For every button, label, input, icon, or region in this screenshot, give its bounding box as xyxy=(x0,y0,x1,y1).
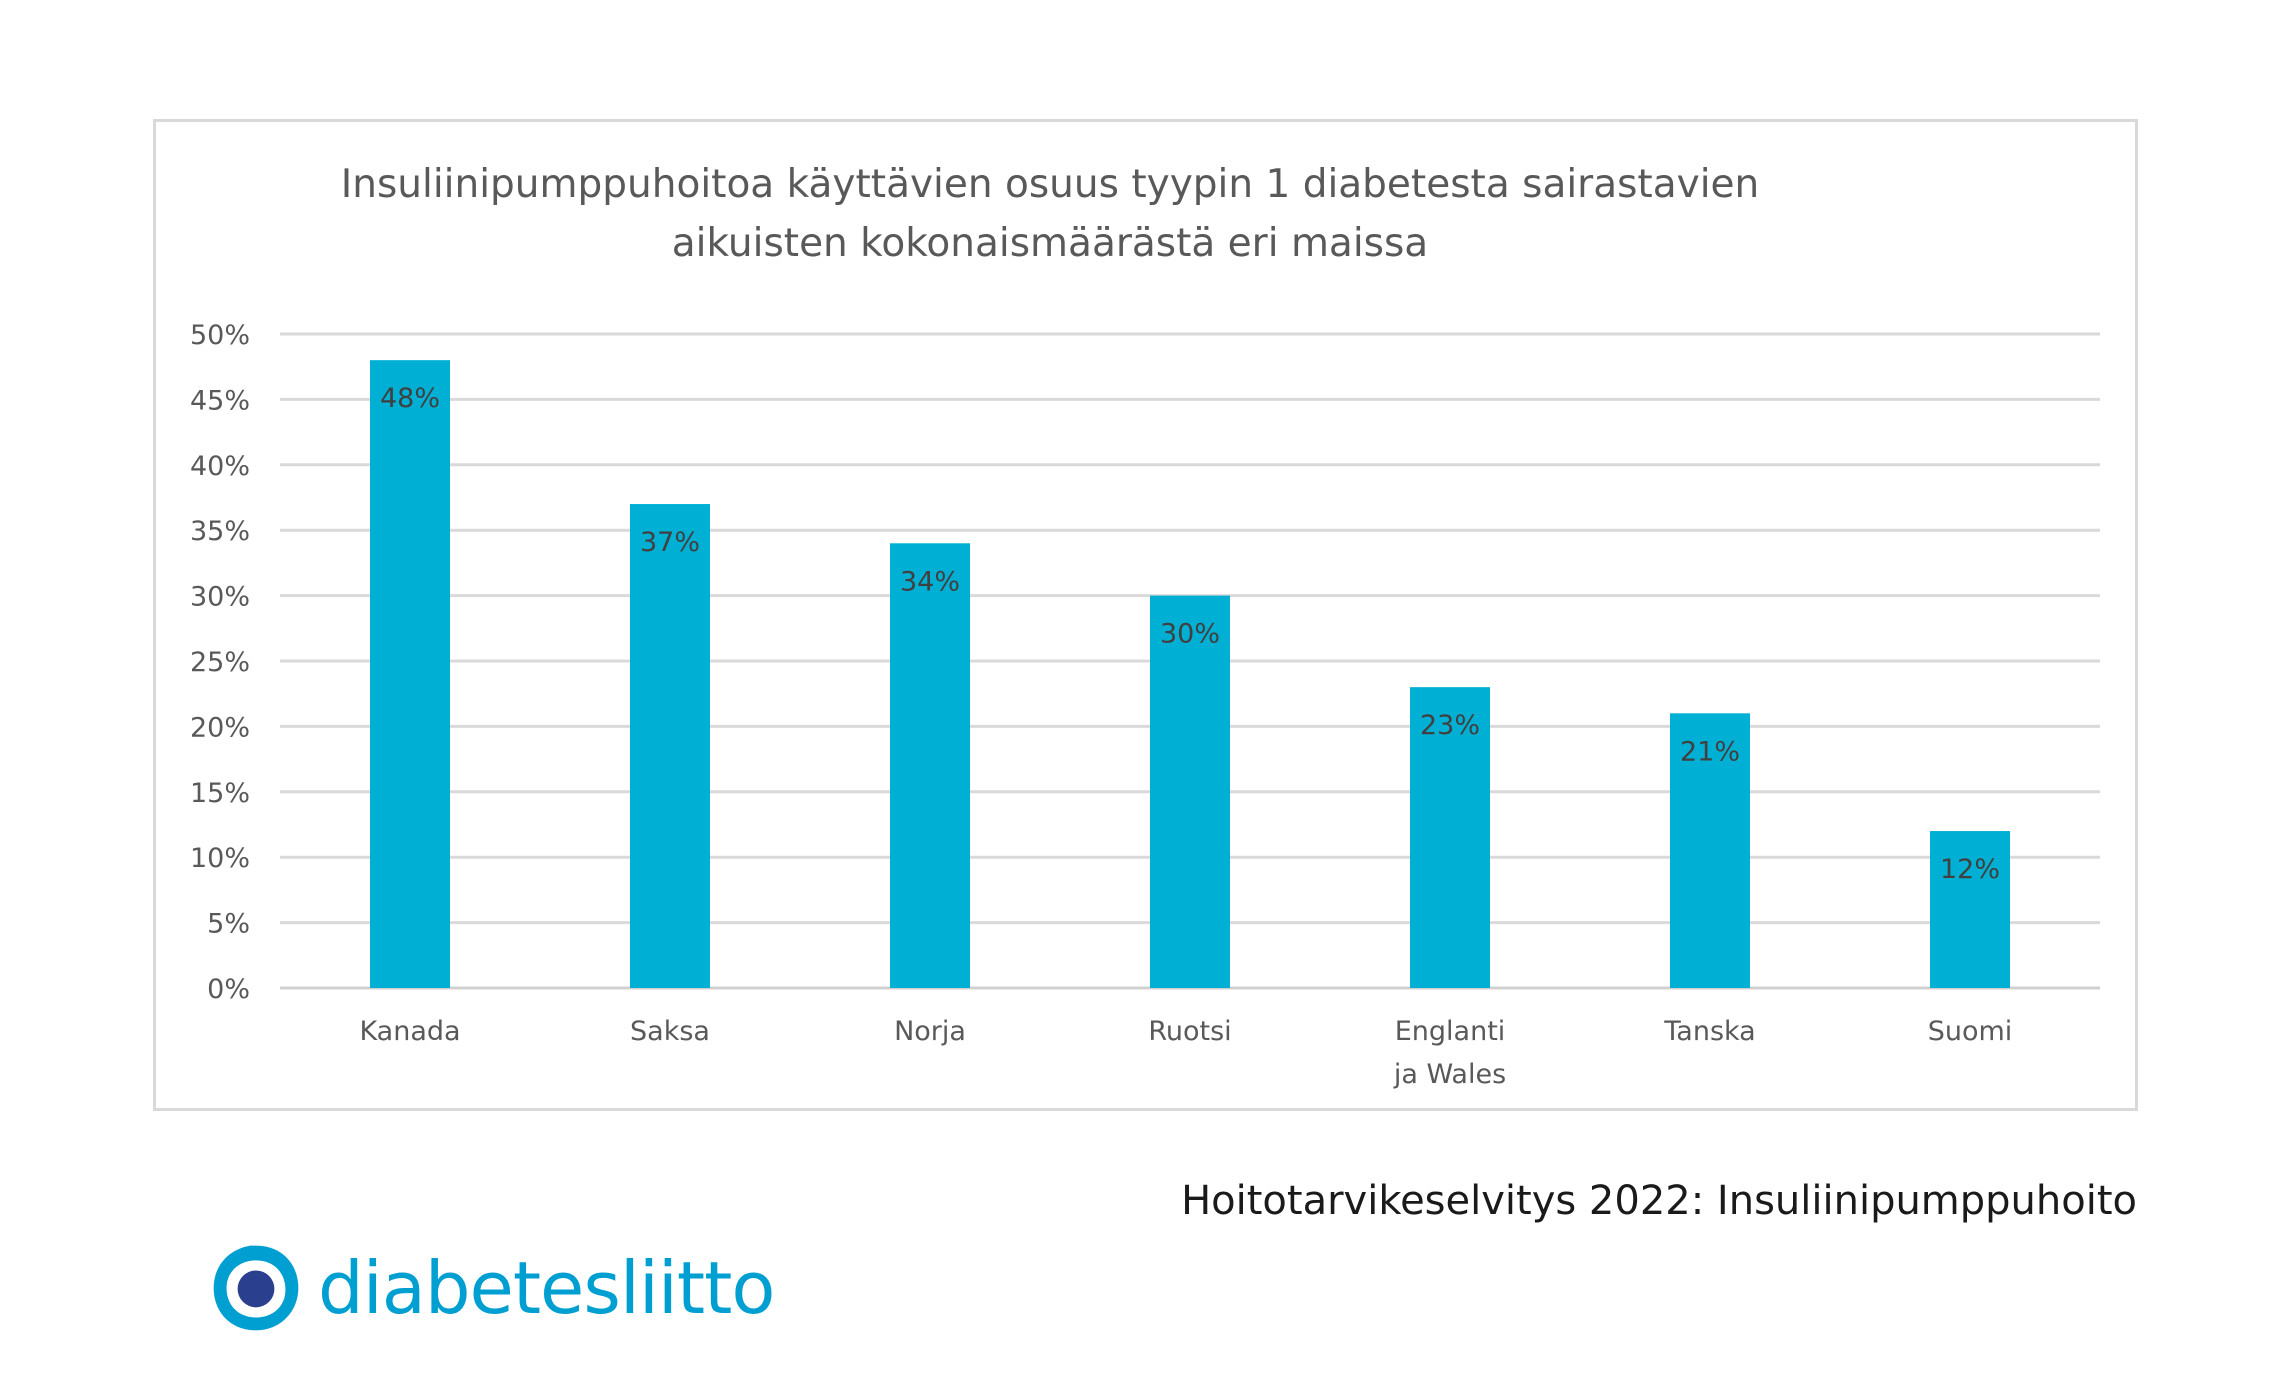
bar xyxy=(630,504,710,988)
data-label: 30% xyxy=(1160,619,1220,650)
bar xyxy=(1150,595,1230,988)
y-tick-label: 35% xyxy=(190,516,250,547)
data-label: 12% xyxy=(1940,854,2000,885)
category-label: Ruotsi xyxy=(1148,1016,1231,1047)
diabetesliitto-logo[interactable]: diabetesliitto xyxy=(210,1238,775,1338)
y-tick-label: 5% xyxy=(207,909,250,940)
y-tick-label: 20% xyxy=(190,712,250,743)
category-label: Kanada xyxy=(359,1016,460,1047)
data-label: 34% xyxy=(900,566,960,597)
y-tick-label: 0% xyxy=(207,974,250,1005)
category-label: Englanti xyxy=(1395,1016,1506,1047)
data-label: 23% xyxy=(1420,710,1480,741)
data-label: 21% xyxy=(1680,736,1740,767)
bar xyxy=(370,360,450,988)
bar xyxy=(1410,687,1490,988)
category-label: Norja xyxy=(894,1016,966,1047)
y-tick-label: 25% xyxy=(190,647,250,678)
category-label: Tanska xyxy=(1663,1016,1755,1047)
x-axis-categories: Kanada Saksa Norja Ruotsi Englanti ja Wales Ta… xyxy=(359,1016,2012,1090)
bar xyxy=(1670,713,1750,988)
chart-frame: Insuliinipumppuhoitoa käyttävien osuus t… xyxy=(153,119,2138,1111)
data-label: 37% xyxy=(640,527,700,558)
data-label: 48% xyxy=(380,383,440,414)
y-tick-label: 50% xyxy=(190,320,250,351)
category-label: Suomi xyxy=(1928,1016,2013,1047)
logo-text: diabetesliitto xyxy=(318,1246,775,1330)
y-tick-label: 10% xyxy=(190,843,250,874)
chart-title-line: aikuisten kokonaismäärästä eri maissa xyxy=(672,221,1428,266)
bar xyxy=(890,543,970,988)
chart-title: Insuliinipumppuhoitoa käyttävien osuus t… xyxy=(341,162,1760,266)
category-label: ja Wales xyxy=(1393,1059,1506,1090)
diabetesliitto-logo-icon xyxy=(213,1245,299,1331)
bar xyxy=(1930,831,2010,988)
bars xyxy=(370,360,2010,988)
chart-title-line: Insuliinipumppuhoitoa käyttävien osuus t… xyxy=(341,162,1760,207)
y-tick-label: 15% xyxy=(190,778,250,809)
category-label: Saksa xyxy=(630,1016,710,1047)
data-labels: 48% 37% 34% 30% 23% 21% 12% xyxy=(380,383,2000,885)
bar-chart: Insuliinipumppuhoitoa käyttävien osuus t… xyxy=(190,162,2100,1090)
y-tick-label: 45% xyxy=(190,385,250,416)
y-axis-ticks: 0% 5% 10% 15% 20% 25% 30% 35% 40% 45% 50% xyxy=(190,320,250,1005)
y-tick-label: 30% xyxy=(190,582,250,613)
source-caption: Hoitotarvikeselvitys 2022: Insuliinipump… xyxy=(1181,1178,2137,1224)
y-tick-label: 40% xyxy=(190,451,250,482)
